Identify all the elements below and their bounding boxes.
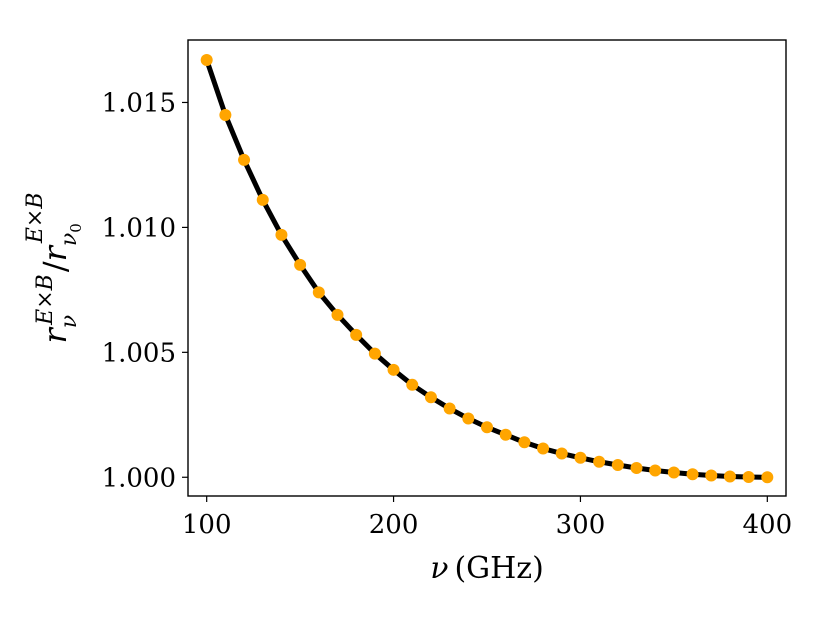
- x-axis-symbol: ν: [430, 551, 448, 586]
- data-point: [256, 193, 269, 206]
- data-point: [200, 53, 213, 66]
- data-point: [593, 455, 606, 468]
- data-point: [424, 391, 437, 404]
- y-label-den-sub: ν: [57, 233, 82, 246]
- data-point: [294, 258, 307, 271]
- x-axis-unit: (GHz): [454, 551, 543, 586]
- data-point: [723, 470, 736, 483]
- x-tick-label: 200: [369, 510, 419, 540]
- plot-area: [200, 53, 774, 484]
- svg-text:rνE×B/rν0E×B: rνE×B/rν0E×B: [23, 192, 85, 343]
- x-tick-label: 400: [742, 510, 792, 540]
- y-label-den-base: r: [36, 244, 74, 261]
- x-tick-label: 100: [182, 510, 232, 540]
- y-label-den-subsub: 0: [67, 223, 85, 233]
- data-point: [275, 228, 288, 241]
- plot-background: [188, 40, 786, 496]
- data-point: [462, 412, 475, 425]
- data-point: [742, 471, 755, 484]
- data-point: [686, 468, 699, 481]
- data-point: [481, 421, 493, 434]
- data-point: [238, 153, 251, 166]
- y-tick-label: 1.000: [102, 463, 176, 493]
- data-point: [574, 451, 587, 464]
- x-axis-label: ν (GHz): [430, 551, 544, 586]
- data-point: [331, 308, 344, 321]
- data-point: [499, 428, 512, 441]
- data-point: [761, 471, 774, 484]
- y-tick-label: 1.010: [102, 213, 176, 243]
- data-point: [649, 464, 662, 477]
- data-point: [518, 436, 531, 449]
- y-axis: 1.000 1.005 1.010 1.015: [102, 88, 188, 493]
- plot-frame: [187, 39, 787, 497]
- y-label-slash: /: [36, 261, 74, 272]
- y-label-den-sup: E×B: [23, 192, 48, 244]
- data-point: [537, 442, 550, 455]
- y-tick-label: 1.005: [102, 338, 176, 368]
- x-axis: 100 200 300 400: [182, 496, 792, 540]
- data-point: [705, 469, 718, 482]
- data-point: [555, 447, 568, 460]
- data-point: [350, 328, 363, 341]
- y-label-sub: ν: [57, 315, 82, 328]
- data-point: [219, 108, 232, 121]
- data-point: [406, 378, 419, 391]
- x-tick-label: 300: [556, 510, 606, 540]
- data-point: [443, 402, 456, 415]
- y-label-sup: E×B: [33, 274, 58, 326]
- data-point: [387, 363, 400, 376]
- y-axis-label: rνE×B/rν0E×B: [23, 192, 85, 343]
- y-tick-label: 1.015: [102, 88, 176, 118]
- data-point: [667, 466, 680, 479]
- data-point: [312, 286, 325, 299]
- data-point: [611, 459, 624, 472]
- data-point: [368, 347, 381, 360]
- y-label-base: r: [36, 327, 74, 344]
- data-point: [630, 462, 643, 475]
